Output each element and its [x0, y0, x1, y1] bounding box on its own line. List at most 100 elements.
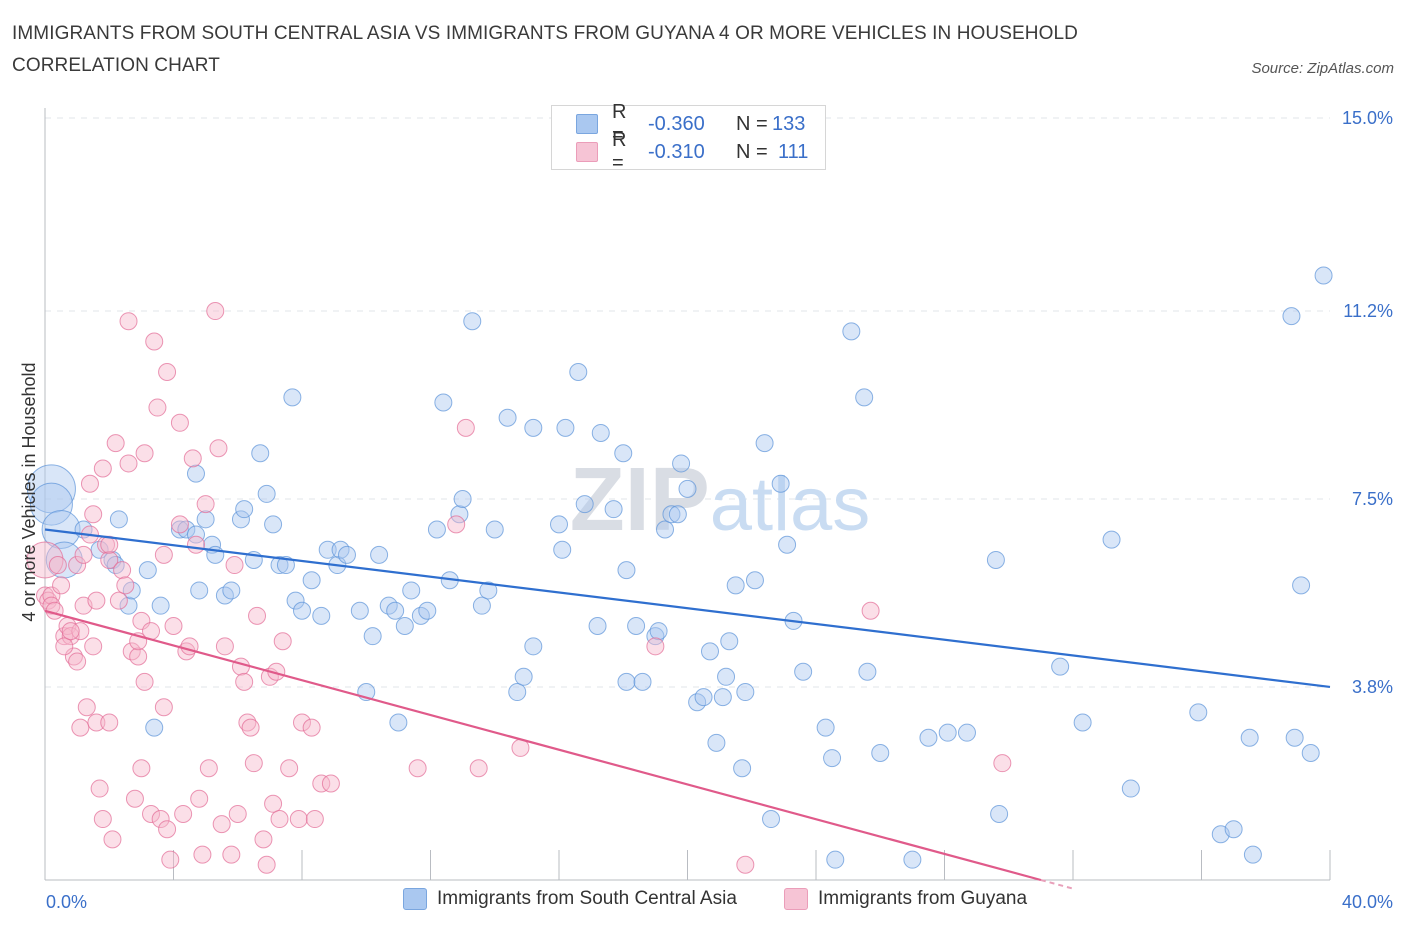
- point-guyana: [222, 845, 241, 864]
- point-south-central-asia: [569, 363, 588, 381]
- point-guyana: [861, 601, 880, 620]
- trend-line-south-central-asia: [44, 528, 1331, 689]
- y-tick-label: 15.0%: [1342, 108, 1393, 128]
- point-south-central-asia: [871, 744, 890, 762]
- point-south-central-asia: [418, 601, 437, 620]
- point-south-central-asia: [264, 515, 283, 534]
- point-south-central-asia: [402, 581, 421, 600]
- point-guyana: [100, 535, 119, 554]
- point-south-central-asia: [119, 596, 138, 615]
- point-guyana: [183, 449, 202, 468]
- point-guyana: [48, 556, 67, 575]
- point-south-central-asia: [479, 581, 498, 600]
- point-south-central-asia: [318, 540, 337, 559]
- point-guyana: [116, 576, 135, 595]
- grid-lines: [45, 117, 1330, 688]
- legend-r-label: R =: [612, 101, 627, 146]
- point-south-central-asia: [1189, 703, 1208, 722]
- point-guyana: [161, 850, 180, 869]
- point-south-central-asia: [41, 509, 81, 549]
- point-south-central-asia: [1224, 820, 1243, 839]
- point-south-central-asia: [190, 581, 209, 600]
- point-guyana: [151, 810, 170, 829]
- point-guyana: [215, 637, 234, 656]
- point-guyana: [68, 556, 87, 575]
- point-guyana: [206, 302, 225, 321]
- point-south-central-asia: [270, 556, 289, 575]
- point-south-central-asia: [251, 444, 270, 463]
- point-south-central-asia: [1301, 744, 1320, 762]
- chart-title: IMMIGRANTS FROM SOUTH CENTRAL ASIA VS IM…: [12, 23, 1078, 76]
- point-guyana: [93, 810, 112, 829]
- point-guyana: [469, 759, 488, 778]
- point-south-central-asia: [726, 576, 745, 595]
- point-guyana: [456, 418, 475, 437]
- point-south-central-asia: [656, 520, 675, 539]
- point-guyana: [77, 698, 96, 717]
- watermark-atlas: atlas: [710, 462, 871, 547]
- point-guyana: [212, 815, 231, 834]
- point-south-central-asia: [29, 482, 73, 526]
- point-guyana: [209, 439, 228, 458]
- point-south-central-asia: [858, 662, 877, 681]
- y-tick-label: 7.5%: [1352, 489, 1393, 509]
- point-guyana: [87, 591, 106, 610]
- point-south-central-asia: [286, 591, 305, 610]
- point-guyana: [235, 672, 254, 691]
- legend-n-label: N =: [736, 140, 768, 163]
- point-south-central-asia: [755, 434, 774, 453]
- legend-row-guyana: R = -0.310 N = 111: [576, 129, 808, 174]
- point-guyana: [109, 591, 128, 610]
- legend-swatch-pink: [576, 142, 598, 162]
- legend-item-guyana[interactable]: Immigrants from Guyana: [784, 888, 1027, 910]
- point-south-central-asia: [524, 418, 543, 437]
- point-guyana: [305, 810, 324, 829]
- point-south-central-asia: [186, 525, 205, 544]
- point-south-central-asia: [617, 672, 636, 691]
- point-south-central-asia: [633, 672, 652, 691]
- y-tick-labels: 3.8% 7.5% 11.2% 15.0%: [1342, 108, 1393, 697]
- point-guyana: [321, 774, 340, 793]
- point-guyana: [199, 759, 218, 778]
- point-guyana: [103, 830, 122, 849]
- point-guyana: [129, 647, 148, 666]
- point-south-central-asia: [485, 520, 504, 539]
- point-guyana: [257, 855, 276, 874]
- point-guyana: [270, 810, 289, 829]
- legend-item-south-central-asia[interactable]: Immigrants from South Central Asia: [403, 888, 737, 910]
- point-guyana: [90, 779, 109, 798]
- point-south-central-asia: [678, 479, 697, 498]
- point-south-central-asia: [1282, 307, 1301, 326]
- point-south-central-asia: [151, 596, 170, 615]
- point-south-central-asia: [257, 484, 276, 503]
- point-south-central-asia: [794, 662, 813, 681]
- point-guyana: [80, 474, 99, 493]
- point-guyana: [158, 363, 177, 381]
- point-guyana: [154, 545, 173, 564]
- point-guyana: [119, 454, 138, 473]
- point-south-central-asia: [145, 718, 164, 737]
- point-guyana: [68, 652, 87, 671]
- point-guyana: [26, 541, 64, 579]
- point-guyana: [254, 830, 273, 849]
- point-south-central-asia: [1240, 728, 1259, 747]
- point-guyana: [248, 606, 267, 625]
- point-south-central-asia: [138, 561, 157, 580]
- point-guyana: [154, 698, 173, 717]
- point-guyana: [196, 495, 215, 514]
- point-south-central-asia: [627, 617, 646, 635]
- point-south-central-asia: [1121, 779, 1140, 798]
- point-south-central-asia: [302, 571, 321, 590]
- point-guyana: [302, 718, 321, 737]
- point-south-central-asia: [938, 723, 957, 742]
- point-guyana: [52, 576, 71, 595]
- point-south-central-asia: [508, 683, 527, 702]
- point-guyana: [119, 312, 138, 331]
- legend-r-label: R =: [612, 129, 627, 174]
- data-points: [26, 266, 1333, 874]
- point-south-central-asia: [363, 627, 382, 646]
- point-south-central-asia: [222, 581, 241, 600]
- point-guyana: [408, 759, 427, 778]
- point-south-central-asia: [1243, 845, 1262, 864]
- point-guyana: [55, 637, 74, 656]
